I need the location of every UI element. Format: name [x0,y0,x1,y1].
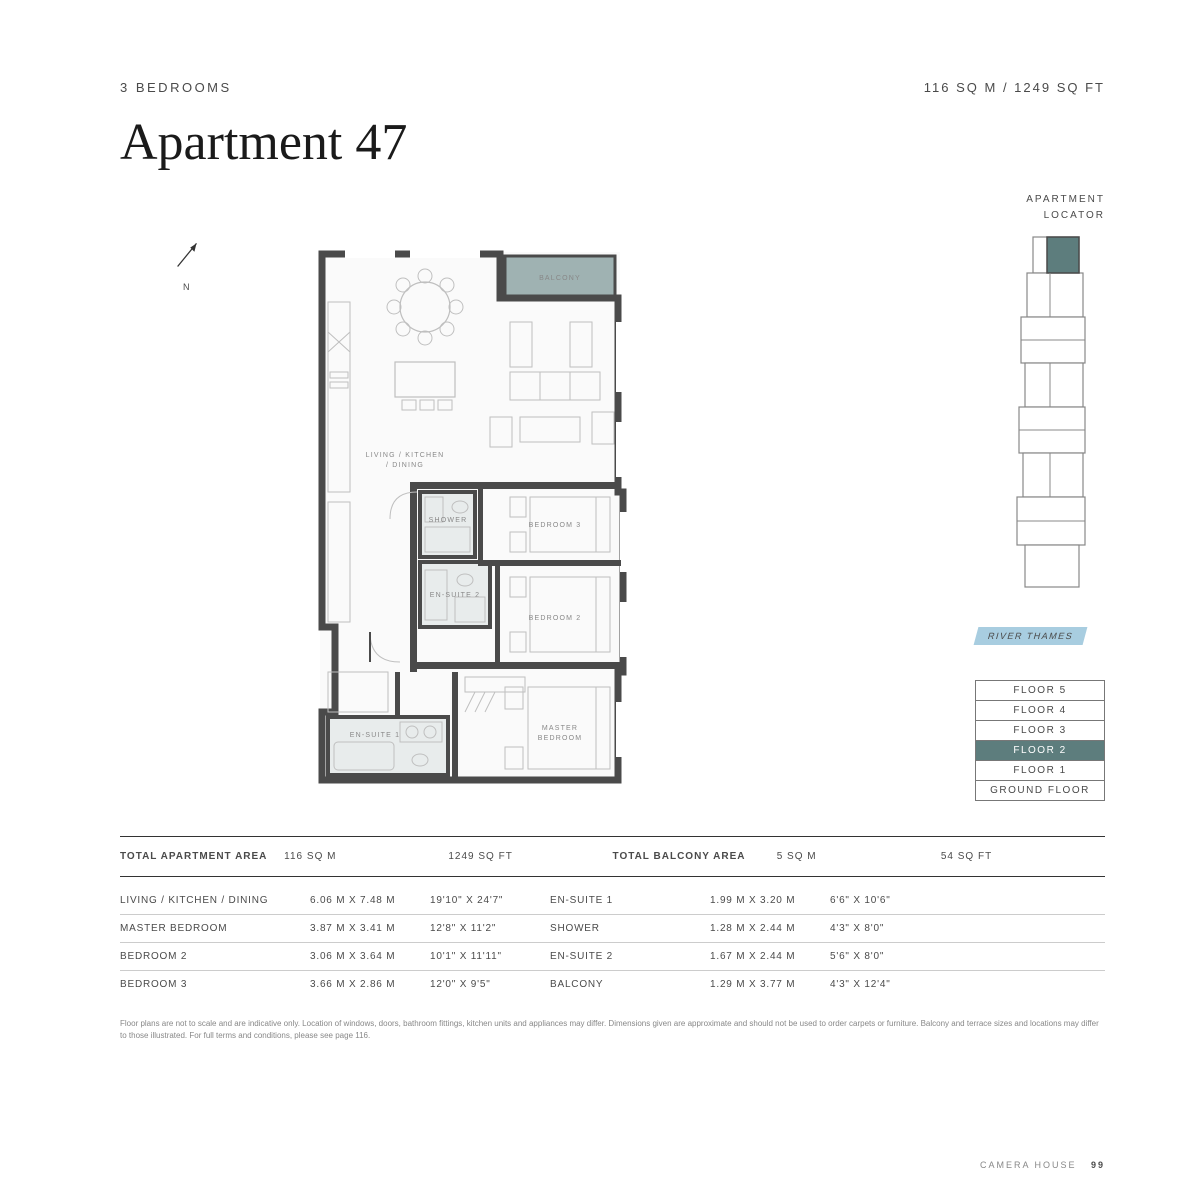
floor-plan: BALCONY [120,232,820,801]
page-title: Apartment 47 [120,113,1105,172]
locator-title-l2: LOCATOR [1044,210,1105,221]
room-imperial: 5'6" X 8'0" [830,951,950,962]
floor-item[interactable]: GROUND FLOOR [976,781,1104,800]
plan-label-living: LIVING / KITCHEN [366,452,445,459]
total-balc-label: TOTAL BALCONY AREA [613,851,777,862]
table-row: BEDROOM 3 3.66 M X 2.86 M 12'0" X 9'5" B… [120,971,1105,998]
floor-item[interactable]: FLOOR 1 [976,761,1104,781]
plan-label-master: MASTER [542,725,578,732]
plan-label-ensuite1: EN-SUITE 1 [350,732,401,739]
plan-label-master2: BEDROOM [538,735,583,742]
table-row: BEDROOM 2 3.06 M X 3.64 M 10'1" X 11'11"… [120,943,1105,971]
compass-arrow-icon [165,235,207,277]
plan-label-living2: / DINING [386,462,424,469]
header-row: 3 BEDROOMS 116 SQ M / 1249 SQ FT [120,80,1105,95]
room-imperial: 19'10" X 24'7" [430,895,550,906]
room-metric: 6.06 M X 7.48 M [310,895,430,906]
room-name: MASTER BEDROOM [120,923,310,934]
room-metric: 1.28 M X 2.44 M [710,923,830,934]
locator-map [995,232,1105,602]
bedroom-count: 3 BEDROOMS [120,80,232,95]
room-metric: 3.66 M X 2.86 M [310,979,430,990]
room-metric: 3.06 M X 3.64 M [310,951,430,962]
plan-label-balcony: BALCONY [539,275,581,282]
totals-row: TOTAL APARTMENT AREA 116 SQ M 1249 SQ FT… [120,836,1105,877]
disclaimer-text: Floor plans are not to scale and are ind… [120,1018,1105,1042]
total-apt-label: TOTAL APARTMENT AREA [120,851,284,862]
room-metric: 1.29 M X 3.77 M [710,979,830,990]
plan-label-shower: SHOWER [429,517,468,524]
area-summary: 116 SQ M / 1249 SQ FT [924,80,1105,95]
room-metric: 1.67 M X 2.44 M [710,951,830,962]
plan-label-ensuite2: EN-SUITE 2 [430,592,481,599]
compass: N [165,235,207,292]
room-imperial: 4'3" X 8'0" [830,923,950,934]
room-name: BEDROOM 2 [120,951,310,962]
locator-title-l1: APARTMENT [1026,194,1105,205]
locator-panel: APARTMENT LOCATOR [820,232,1105,801]
room-metric: 3.87 M X 3.41 M [310,923,430,934]
room-imperial: 4'3" X 12'4" [830,979,950,990]
room-name: BALCONY [550,979,710,990]
total-apt-sqft: 1249 SQ FT [448,851,612,862]
rooms-table: LIVING / KITCHEN / DINING 6.06 M X 7.48 … [120,887,1105,998]
floor-item[interactable]: FLOOR 3 [976,721,1104,741]
room-name: EN-SUITE 1 [550,895,710,906]
room-metric: 1.99 M X 3.20 M [710,895,830,906]
river-thames-label: RIVER THAMES [973,627,1087,645]
room-imperial: 12'0" X 9'5" [430,979,550,990]
room-imperial: 6'6" X 10'6" [830,895,950,906]
room-name: EN-SUITE 2 [550,951,710,962]
plan-label-bed3: BEDROOM 3 [529,522,582,529]
plan-label-bed2: BEDROOM 2 [529,615,582,622]
room-name: BEDROOM 3 [120,979,310,990]
table-row: MASTER BEDROOM 3.87 M X 3.41 M 12'8" X 1… [120,915,1105,943]
room-name: SHOWER [550,923,710,934]
total-balc-sqft: 54 SQ FT [941,851,1105,862]
floor-item[interactable]: FLOOR 5 [976,681,1104,701]
floor-item[interactable]: FLOOR 4 [976,701,1104,721]
locator-title: APARTMENT LOCATOR [1026,192,1105,224]
footer-brand: CAMERA HOUSE [980,1160,1077,1170]
page-footer: CAMERA HOUSE 99 [980,1160,1105,1170]
room-imperial: 10'1" X 11'11" [430,951,550,962]
compass-label: N [183,282,207,292]
footer-page: 99 [1091,1160,1105,1170]
room-imperial: 12'8" X 11'2" [430,923,550,934]
room-name: LIVING / KITCHEN / DINING [120,895,310,906]
floor-selector: FLOOR 5 FLOOR 4 FLOOR 3 FLOOR 2 FLOOR 1 … [975,680,1105,801]
floor-item-selected[interactable]: FLOOR 2 [976,741,1104,761]
total-balc-sqm: 5 SQ M [777,851,941,862]
total-apt-sqm: 116 SQ M [284,851,448,862]
table-row: LIVING / KITCHEN / DINING 6.06 M X 7.48 … [120,887,1105,915]
